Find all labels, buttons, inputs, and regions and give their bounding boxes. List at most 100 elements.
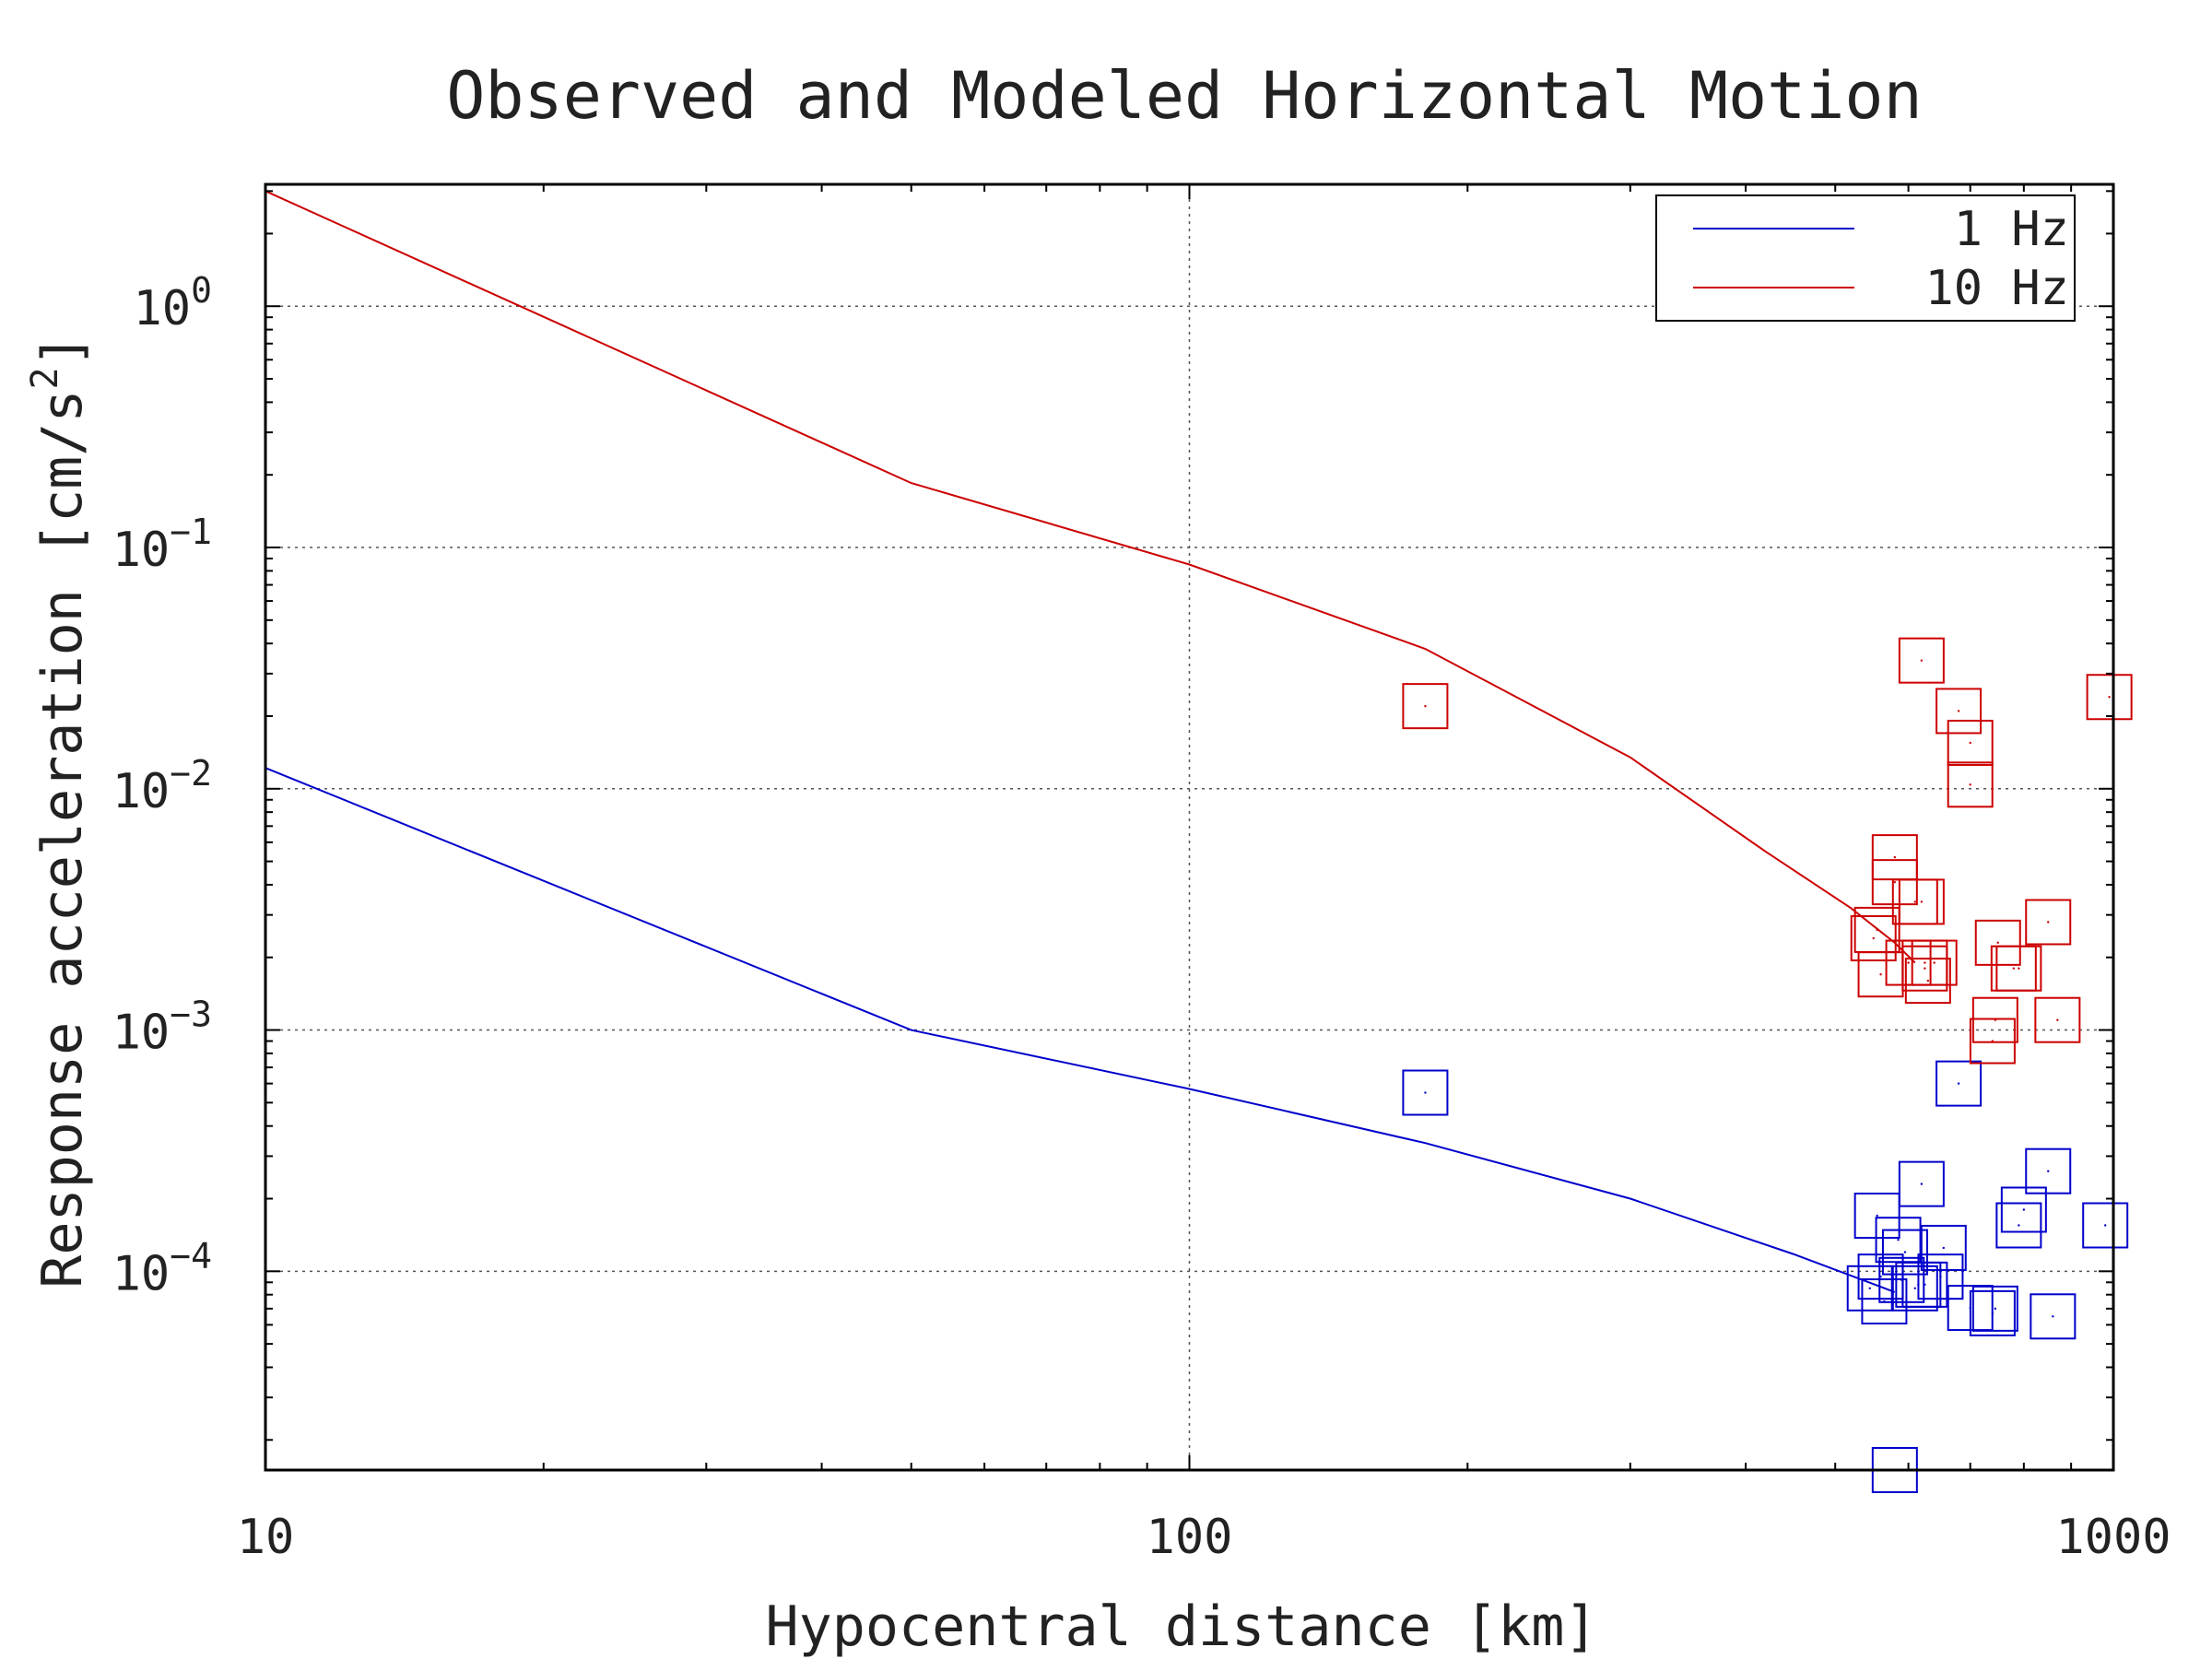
observed-point-1hz — [1903, 1251, 1907, 1253]
observed-point-10hz — [1907, 961, 1910, 964]
observed-marker-10hz — [1969, 1018, 2016, 1065]
y-axis-label-main: Response acceleration [cm/s — [30, 389, 95, 1288]
observed-point-10hz — [1933, 961, 1936, 964]
observed-marker-1hz — [1971, 1285, 2018, 1332]
observed-point-10hz — [2108, 696, 2111, 699]
legend: 1 Hz 10 Hz — [1655, 194, 2076, 322]
observed-marker-10hz — [1871, 859, 1918, 906]
observed-point-1hz — [2052, 1315, 2054, 1318]
y-tick-label-base: 10 — [133, 281, 191, 336]
observed-point-10hz — [1920, 900, 1924, 903]
observed-point-1hz — [2104, 1224, 2107, 1227]
observed-point-1hz — [1942, 1246, 1945, 1250]
chart-title: Observed and Modeled Horizontal Motion — [446, 58, 1922, 134]
observed-point-1hz — [1876, 1214, 1878, 1218]
observed-point-10hz — [1926, 979, 1930, 982]
observed-marker-10hz — [1904, 958, 1951, 1005]
observed-marker-1hz — [1995, 1202, 2042, 1249]
observed-point-1hz — [1920, 1182, 1924, 1185]
legend-label-10hz: 10 Hz — [1924, 261, 2069, 316]
observed-marker-10hz — [1974, 919, 2021, 966]
legend-box — [1655, 194, 2076, 322]
y-axis-label-superscript: 2 — [24, 367, 66, 389]
observed-point-1hz — [1939, 1275, 1942, 1278]
observed-marker-10hz — [1898, 878, 1945, 925]
y-tick-label: 10−3 — [112, 994, 212, 1061]
observed-marker-10hz — [1947, 719, 1994, 766]
y-tick-label-exponent: −1 — [170, 512, 212, 552]
observed-point-10hz — [2047, 921, 2050, 924]
observed-point-10hz — [1893, 855, 1897, 859]
observed-marker-10hz — [1402, 683, 1449, 730]
y-tick-label-base: 10 — [112, 1006, 171, 1061]
observed-point-1hz — [1897, 1239, 1900, 1241]
observed-point-10hz — [1893, 880, 1897, 884]
axis-ticks — [265, 184, 2114, 1470]
observed-point-10hz — [1924, 967, 1926, 970]
observed-marker-1hz — [1917, 1253, 1964, 1300]
x-axis-label: Hypocentral distance [km] — [765, 1594, 1597, 1659]
observed-marker-1hz — [1898, 1160, 1945, 1207]
observed-marker-1hz — [1969, 1289, 2016, 1336]
observed-marker-10hz — [1901, 945, 1948, 992]
observed-marker-1hz — [2025, 1147, 2072, 1194]
y-tick-label: 10−2 — [112, 753, 212, 819]
observed-point-10hz — [1879, 973, 1882, 976]
observed-point-1hz — [2022, 1208, 2026, 1211]
observed-point-1hz — [2018, 1224, 2020, 1227]
observed-point-10hz — [2012, 967, 2016, 970]
y-tick-label-exponent: 0 — [191, 270, 212, 311]
observed-point-1hz — [1424, 1091, 1427, 1094]
observed-marker-10hz — [1947, 761, 1994, 808]
observed-point-10hz — [1957, 710, 1960, 712]
observed-marker-10hz — [1850, 915, 1897, 962]
observed-marker-1hz — [1891, 1265, 1938, 1312]
series-lines — [265, 190, 1916, 1293]
y-axis-label: Response acceleration [cm/s2] — [24, 334, 95, 1288]
observed-point-1hz — [1913, 1287, 1916, 1289]
model-line-1hz — [265, 767, 1896, 1293]
observed-point-1hz — [1924, 1283, 1926, 1287]
y-tick-label: 10−4 — [112, 1235, 212, 1301]
observed-point-10hz — [1996, 941, 1999, 945]
observed-point-1hz — [1868, 1287, 1871, 1289]
y-tick-label: 100 — [133, 270, 212, 336]
model-line-10hz — [265, 190, 1916, 964]
observed-point-10hz — [1994, 1018, 1997, 1021]
observed-marker-1hz — [1901, 1261, 1948, 1308]
y-tick-label-base: 10 — [112, 1246, 171, 1301]
x-tick-label: 100 — [1147, 1510, 1233, 1565]
x-tick-label: 1000 — [2055, 1510, 2171, 1565]
observed-point-1hz — [1994, 1307, 1997, 1311]
observed-marker-1hz — [1936, 1060, 1983, 1107]
x-tick-label: 10 — [237, 1510, 295, 1565]
observed-marker-1hz — [1920, 1224, 1967, 1271]
observed-marker-10hz — [1911, 939, 1958, 986]
observed-point-10hz — [1424, 704, 1427, 708]
y-axis-label-close: ] — [30, 334, 95, 367]
observed-point-10hz — [1913, 900, 1916, 903]
observed-marker-1hz — [1853, 1192, 1900, 1239]
observed-point-1hz — [1991, 1312, 1994, 1315]
observed-marker-1hz — [1881, 1229, 1928, 1276]
observed-point-10hz — [1876, 928, 1878, 932]
y-tick-label: 10−1 — [112, 512, 212, 578]
grid-lines — [265, 184, 2113, 1470]
observed-marker-1hz — [1846, 1265, 1893, 1312]
observed-marker-1hz — [2082, 1202, 2129, 1249]
observed-point-1hz — [2047, 1170, 2050, 1172]
observed-marker-10hz — [1995, 945, 2042, 992]
observed-point-10hz — [1872, 936, 1875, 940]
observed-point-10hz — [1969, 783, 1971, 786]
observed-point-10hz — [1969, 741, 1971, 745]
y-tick-label-exponent: −2 — [170, 753, 212, 794]
observed-marker-10hz — [2086, 674, 2133, 721]
observed-point-1hz — [1957, 1082, 1960, 1085]
observed-marker-1hz — [1878, 1256, 1925, 1303]
observed-marker-1hz — [2030, 1293, 2077, 1340]
y-tick-label-base: 10 — [112, 764, 171, 819]
observed-point-10hz — [2056, 1018, 2059, 1021]
observed-marker-1hz — [2000, 1186, 2047, 1233]
